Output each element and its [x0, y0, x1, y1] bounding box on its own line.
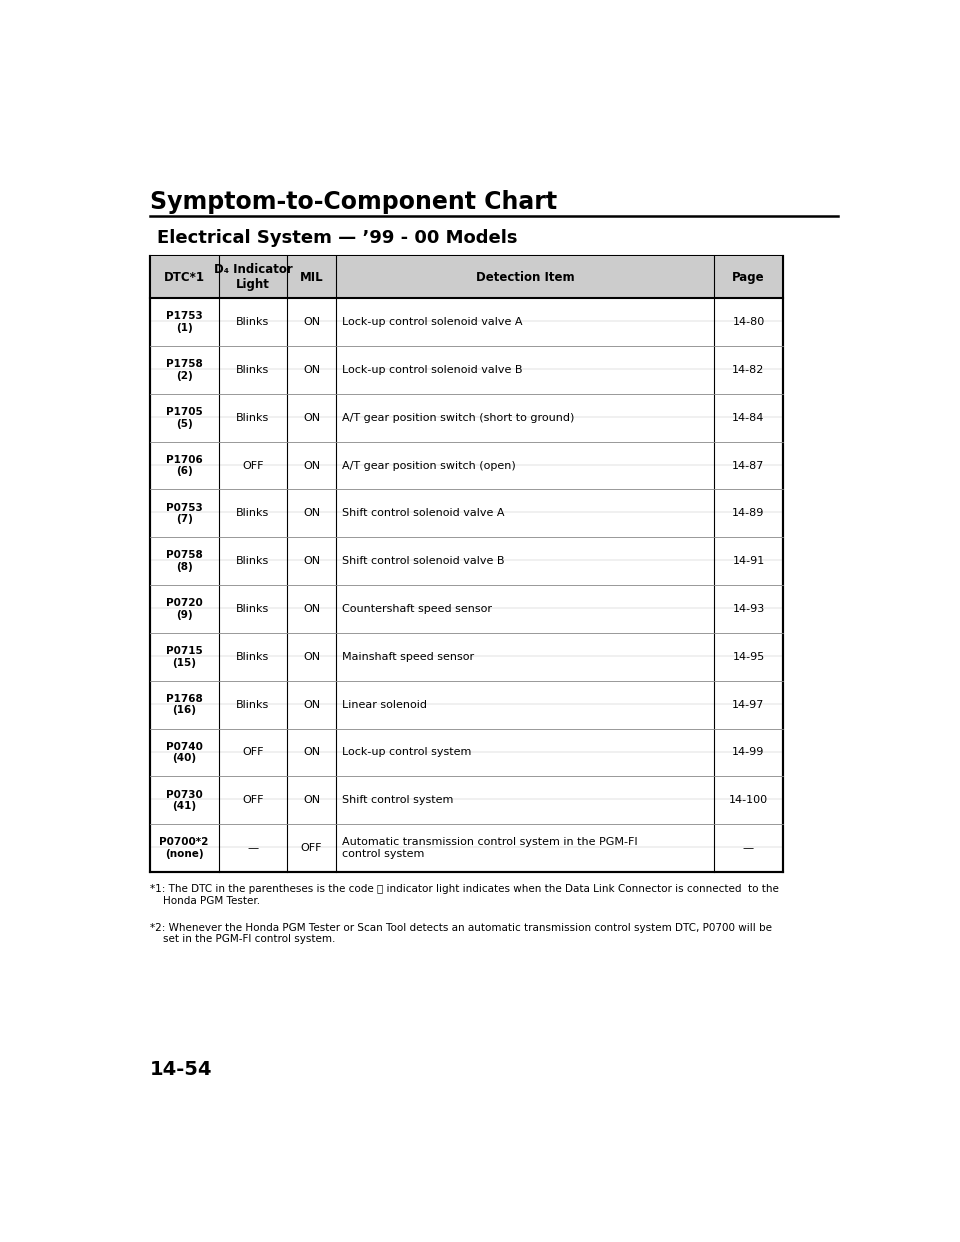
Bar [150, 256, 783, 298]
Text: Detection Item: Detection Item [475, 271, 574, 283]
Text: ON: ON [303, 652, 320, 662]
Bar [150, 256, 783, 872]
Text: A/T gear position switch (short to ground): A/T gear position switch (short to groun… [342, 412, 574, 422]
Text: OFF: OFF [242, 795, 264, 805]
Text: ON: ON [303, 508, 320, 518]
Text: P0730
(41): P0730 (41) [166, 790, 203, 811]
Text: A/T gear position switch (open): A/T gear position switch (open) [342, 461, 516, 471]
Text: Blinks: Blinks [236, 412, 270, 422]
Text: 14-84: 14-84 [732, 412, 765, 422]
Text: Blinks: Blinks [236, 604, 270, 614]
Text: *1: The DTC in the parentheses is the code ⓓ indicator light indicates when the : *1: The DTC in the parentheses is the co… [150, 884, 779, 907]
Text: D₄ Indicator
Light: D₄ Indicator Light [214, 263, 293, 291]
Text: ON: ON [303, 556, 320, 566]
Text: Countershaft speed sensor: Countershaft speed sensor [342, 604, 492, 614]
Text: 14-89: 14-89 [732, 508, 765, 518]
Text: ON: ON [303, 365, 320, 375]
Text: Blinks: Blinks [236, 365, 270, 375]
Text: Shift control solenoid valve A: Shift control solenoid valve A [342, 508, 504, 518]
Text: Mainshaft speed sensor: Mainshaft speed sensor [342, 652, 473, 662]
Text: Automatic transmission control system in the PGM-FI
control system: Automatic transmission control system in… [342, 837, 637, 859]
Text: ON: ON [303, 461, 320, 471]
Text: *2: Whenever the Honda PGM Tester or Scan Tool detects an automatic transmission: *2: Whenever the Honda PGM Tester or Sca… [150, 923, 772, 944]
Text: ON: ON [303, 412, 320, 422]
Text: P0740
(40): P0740 (40) [166, 741, 203, 764]
Text: P0715
(15): P0715 (15) [166, 646, 203, 668]
Text: OFF: OFF [300, 843, 323, 853]
Text: Blinks: Blinks [236, 652, 270, 662]
Text: 14-100: 14-100 [729, 795, 768, 805]
Text: Shift control solenoid valve B: Shift control solenoid valve B [342, 556, 504, 566]
Text: DTC*1: DTC*1 [163, 271, 204, 283]
Text: P1705
(5): P1705 (5) [166, 407, 203, 428]
Text: P0720
(9): P0720 (9) [166, 599, 203, 620]
Text: Blinks: Blinks [236, 699, 270, 709]
Text: 14-93: 14-93 [732, 604, 764, 614]
Text: ON: ON [303, 317, 320, 327]
Text: 14-97: 14-97 [732, 699, 765, 709]
Text: Electrical System — ’99 - 00 Models: Electrical System — ’99 - 00 Models [157, 230, 517, 247]
Text: P1768
(16): P1768 (16) [166, 694, 203, 715]
Text: Shift control system: Shift control system [342, 795, 453, 805]
Text: P0753
(7): P0753 (7) [166, 503, 203, 524]
Text: Lock-up control system: Lock-up control system [342, 748, 471, 758]
Text: 14-54: 14-54 [150, 1059, 212, 1078]
Text: ON: ON [303, 795, 320, 805]
Text: P1758
(2): P1758 (2) [166, 359, 203, 381]
Text: Lock-up control solenoid valve A: Lock-up control solenoid valve A [342, 317, 522, 327]
Text: —: — [248, 843, 258, 853]
Text: P1753
(1): P1753 (1) [166, 312, 203, 333]
Text: OFF: OFF [242, 748, 264, 758]
Text: —: — [743, 843, 754, 853]
Text: Blinks: Blinks [236, 556, 270, 566]
Text: Blinks: Blinks [236, 317, 270, 327]
Text: Lock-up control solenoid valve B: Lock-up control solenoid valve B [342, 365, 522, 375]
Text: Page: Page [732, 271, 765, 283]
Text: MIL: MIL [300, 271, 324, 283]
Text: OFF: OFF [242, 461, 264, 471]
Text: ON: ON [303, 748, 320, 758]
Text: ON: ON [303, 604, 320, 614]
Text: 14-95: 14-95 [732, 652, 764, 662]
Text: Symptom-to-Component Chart: Symptom-to-Component Chart [150, 190, 557, 214]
Text: ON: ON [303, 699, 320, 709]
Text: Blinks: Blinks [236, 508, 270, 518]
Text: 14-82: 14-82 [732, 365, 765, 375]
Text: 14-99: 14-99 [732, 748, 765, 758]
Text: P0758
(8): P0758 (8) [166, 550, 203, 573]
Text: P1706
(6): P1706 (6) [166, 455, 203, 477]
Text: 14-80: 14-80 [732, 317, 764, 327]
Text: P0700*2
(none): P0700*2 (none) [159, 837, 209, 859]
Text: 14-91: 14-91 [732, 556, 764, 566]
Text: Linear solenoid: Linear solenoid [342, 699, 426, 709]
Text: 14-87: 14-87 [732, 461, 765, 471]
